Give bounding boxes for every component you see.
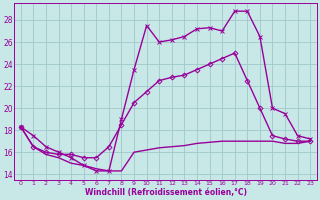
- X-axis label: Windchill (Refroidissement éolien,°C): Windchill (Refroidissement éolien,°C): [84, 188, 246, 197]
